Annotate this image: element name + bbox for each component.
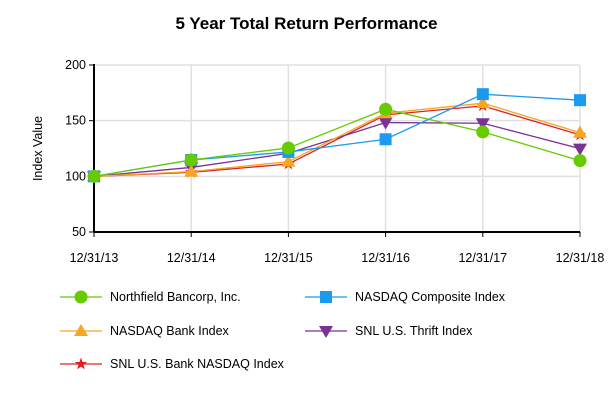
data-point <box>378 117 393 130</box>
series-nasdaq-composite-index <box>88 88 586 183</box>
data-point <box>574 94 586 107</box>
legend-item: Northfield Bancorp, Inc. <box>60 288 241 306</box>
legend-item: SNL U.S. Thrift Index <box>305 322 472 340</box>
legend-item: SNL U.S. Bank NASDAQ Index <box>60 355 284 373</box>
data-point <box>475 118 490 131</box>
legend-marker <box>319 326 333 338</box>
data-point <box>184 164 199 177</box>
series-nasdaq-bank-index <box>87 96 587 182</box>
legend-label: NASDAQ Bank Index <box>110 324 229 338</box>
data-point <box>184 153 198 167</box>
circle-marker-icon <box>60 290 102 304</box>
y-axis-label: Index Value <box>31 116 45 181</box>
legend-item: NASDAQ Bank Index <box>60 322 229 340</box>
legend-marker <box>74 324 88 336</box>
data-point <box>281 141 295 155</box>
legend-label: Northfield Bancorp, Inc. <box>110 290 241 304</box>
data-point <box>475 96 490 109</box>
data-point <box>573 154 587 168</box>
data-point <box>379 102 393 116</box>
series-line <box>93 108 581 177</box>
data-point <box>476 88 489 101</box>
series-northfield-bancorp-inc- <box>87 102 587 183</box>
legend-marker <box>320 291 332 303</box>
x-tick-label: 12/31/16 <box>361 251 410 265</box>
x-tick-label: 12/31/13 <box>70 251 119 265</box>
x-tick-label: 12/31/17 <box>458 251 507 265</box>
triangle-up-marker-icon <box>60 324 102 336</box>
legend-label: NASDAQ Composite Index <box>355 290 506 304</box>
data-point <box>573 125 587 138</box>
x-tick-label: 12/31/14 <box>167 251 216 265</box>
square-marker-icon <box>305 291 347 303</box>
data-point <box>87 169 101 183</box>
y-tick-label: 50 <box>72 225 86 239</box>
triangle-down-marker-icon <box>305 326 347 338</box>
series-line <box>93 102 581 177</box>
y-tick-label: 150 <box>65 114 86 128</box>
legend-marker <box>74 357 88 370</box>
legend-label: SNL U.S. Bank NASDAQ Index <box>110 357 284 371</box>
data-point <box>573 143 587 156</box>
star-marker-icon <box>60 357 102 370</box>
legend-marker <box>74 290 88 304</box>
series-line <box>93 105 581 177</box>
x-tick-label: 12/31/18 <box>556 251 605 265</box>
y-tick-label: 200 <box>65 58 86 72</box>
chart-title: 5 Year Total Return Performance <box>175 14 438 33</box>
data-point <box>379 133 392 146</box>
legend-label: SNL U.S. Thrift Index <box>355 324 473 338</box>
x-tick-label: 12/31/15 <box>264 251 313 265</box>
legend-item: NASDAQ Composite Index <box>305 288 505 306</box>
series-line <box>93 121 581 177</box>
y-tick-label: 100 <box>65 169 86 183</box>
data-point <box>476 125 490 139</box>
data-point <box>281 154 296 167</box>
